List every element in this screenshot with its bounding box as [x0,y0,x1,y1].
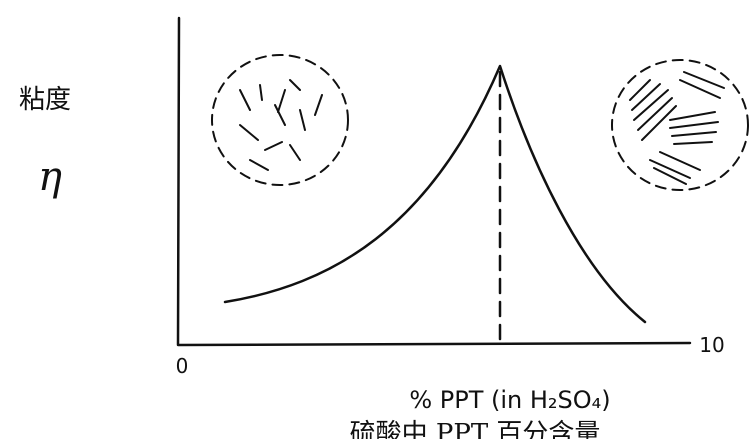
circle [212,55,348,185]
viscosity-curve [225,66,645,322]
aligned-rods [630,72,724,184]
random-rods [240,80,322,170]
diagram: 粘度 η 0 10 % PPT (in H₂SO₄) 硫酸中 PPT 百分含量 [0,0,749,439]
x-start-label: 0 [176,354,189,378]
x-label-cn: 硫酸中 PPT 百分含量 [350,419,601,439]
x-end-label: 10 [699,333,724,357]
y-label: 粘度 [19,85,71,115]
x-label: % PPT (in H₂SO₄) [409,386,610,414]
liquid-crystal-phase [612,60,748,190]
y-symbol: η [38,154,62,200]
isotropic-phase [212,55,348,185]
